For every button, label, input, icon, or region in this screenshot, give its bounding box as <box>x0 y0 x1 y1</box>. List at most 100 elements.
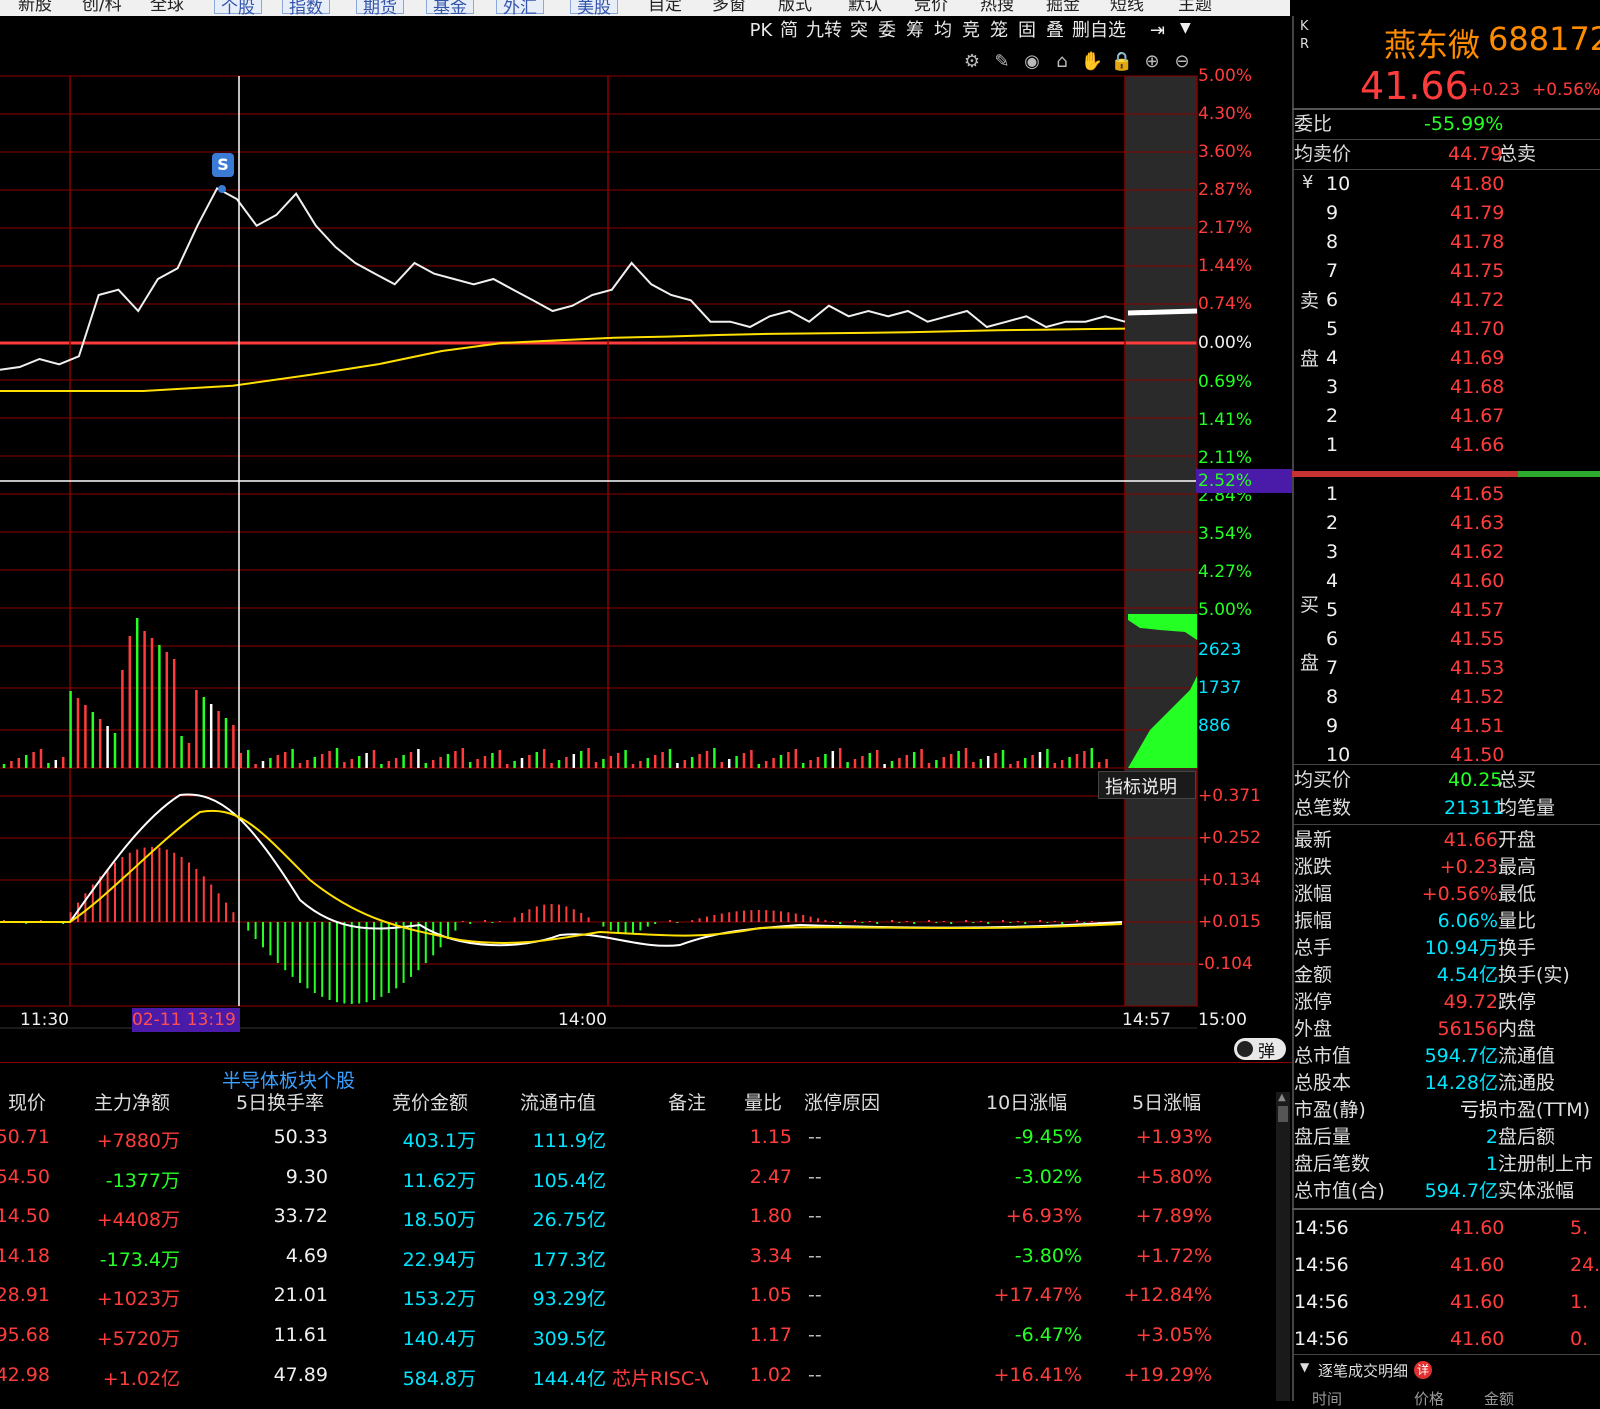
axis-label: 3.60% <box>1198 142 1253 162</box>
ask-price[interactable]: 41.70 <box>1450 318 1505 340</box>
nav-item[interactable]: 个股 <box>214 0 262 16</box>
nav-item[interactable]: 自定 <box>648 0 682 15</box>
table-cell: 54.50 <box>0 1165 50 1188</box>
column-header[interactable]: 5日换手率 <box>236 1092 325 1114</box>
table-cell: 95.68 <box>0 1324 50 1346</box>
nav-item[interactable]: 默认 <box>848 0 882 15</box>
nav-item[interactable]: 掘金 <box>1046 0 1080 15</box>
bid-level: 8 <box>1326 686 1339 708</box>
volume-axis-label: 1737 <box>1198 678 1242 698</box>
toolbar-button[interactable]: 委 <box>878 20 896 41</box>
toolbar-button[interactable]: 叠 <box>1046 20 1064 41</box>
nav-item[interactable]: 全球 <box>150 0 184 15</box>
basket-icon[interactable]: ⌂ <box>1056 51 1068 72</box>
nav-item[interactable]: 版式 <box>778 0 812 15</box>
nav-item[interactable]: 美股 <box>570 0 618 16</box>
table-cell: -3.02% <box>1014 1165 1082 1188</box>
eye-icon[interactable]: ◉ <box>1024 51 1040 72</box>
ask-price[interactable]: 41.75 <box>1450 260 1505 282</box>
toolbar-button[interactable]: 固 <box>1018 20 1036 41</box>
column-header[interactable]: 5日涨幅 <box>1132 1092 1202 1114</box>
ask-price[interactable]: 41.78 <box>1450 231 1505 253</box>
toolbar-dropdown-icon[interactable]: ▼ <box>1180 20 1191 36</box>
ask-level: 9 <box>1326 202 1339 224</box>
bid-price[interactable]: 41.51 <box>1450 715 1505 737</box>
popup-toggle[interactable]: 弹 <box>1234 1038 1286 1062</box>
indicator-help-label: 指标说明 <box>1105 777 1177 798</box>
ask-price[interactable]: 41.66 <box>1450 434 1505 456</box>
bid-price[interactable]: 41.57 <box>1450 599 1505 621</box>
stat-value: 56156 <box>1437 1018 1498 1040</box>
bid-price[interactable]: 41.55 <box>1450 628 1505 650</box>
zoom-in-icon[interactable]: ⊕ <box>1144 51 1160 72</box>
ask-price[interactable]: 41.69 <box>1450 347 1505 369</box>
bid-price[interactable]: 41.60 <box>1450 570 1505 592</box>
toolbar-button[interactable]: 简 <box>780 20 798 41</box>
bid-price[interactable]: 41.53 <box>1450 657 1505 679</box>
collapse-icon[interactable]: ▼ <box>1300 1360 1310 1374</box>
nav-item[interactable]: 短线 <box>1110 0 1144 15</box>
axis-label: 1.44% <box>1198 256 1253 276</box>
table-cell: 1.15 <box>749 1126 792 1148</box>
toolbar-button[interactable]: 筹 <box>906 20 924 41</box>
column-header[interactable]: 涨停原因 <box>804 1092 881 1114</box>
toolbar-arrow-icon[interactable]: ⇥ <box>1150 20 1166 41</box>
stat-label: 金额 <box>1294 964 1333 986</box>
zoom-out-icon[interactable]: ⊖ <box>1174 51 1190 72</box>
detail-badge[interactable]: 详 <box>1414 1361 1432 1379</box>
lock-icon[interactable]: 🔒 <box>1110 51 1134 72</box>
hand-icon[interactable]: ✋ <box>1080 51 1104 72</box>
scroll-thumb[interactable] <box>1278 1106 1288 1122</box>
time-label-1130: 11:30 <box>20 1010 69 1030</box>
pen-icon[interactable]: ✎ <box>994 51 1010 72</box>
stat-value: +0.23 <box>1439 856 1498 878</box>
nav-item[interactable]: 竞价 <box>914 0 948 15</box>
table-cell: 309.5亿 <box>532 1328 606 1350</box>
signal-badge[interactable]: S <box>212 153 234 177</box>
nav-item[interactable]: 多窗 <box>712 0 746 15</box>
tick-detail-header[interactable]: ▼ 逐笔成交明细 详 <box>1292 1356 1600 1386</box>
auction-imbalance <box>1128 614 1197 640</box>
column-header[interactable]: 10日涨幅 <box>986 1092 1068 1114</box>
toolbar-button[interactable]: 均 <box>934 20 952 41</box>
toolbar-button[interactable]: PK <box>749 20 773 41</box>
column-header[interactable]: 流通市值 <box>520 1092 597 1114</box>
toolbar-button[interactable]: 九转 <box>806 20 842 41</box>
time-label-1500: 15:00 <box>1198 1010 1247 1030</box>
sector-title[interactable]: 半导体板块个股 <box>222 1070 356 1092</box>
nav-item[interactable]: 外汇 <box>496 0 544 16</box>
bid-price[interactable]: 41.65 <box>1450 483 1505 505</box>
ask-price[interactable]: 41.72 <box>1450 289 1505 311</box>
scroll-up-icon[interactable]: ▲ <box>1278 1092 1286 1103</box>
toolbar-button[interactable]: 删自选 <box>1072 20 1126 41</box>
bid-price[interactable]: 41.63 <box>1450 512 1505 534</box>
settings-icon[interactable]: ⚙ <box>963 51 981 72</box>
nav-item[interactable]: 指数 <box>282 0 330 16</box>
nav-item[interactable]: 新股 <box>18 0 52 15</box>
intraday-chart[interactable] <box>0 45 1292 1065</box>
toolbar-button[interactable]: 笼 <box>990 20 1008 41</box>
nav-item[interactable]: 热搜 <box>980 0 1014 15</box>
toolbar-button[interactable]: 竞 <box>962 20 980 41</box>
indicator-help-button[interactable]: 指标说明 <box>1098 771 1196 799</box>
ask-price[interactable]: 41.68 <box>1450 376 1505 398</box>
bid-price[interactable]: 41.50 <box>1450 744 1505 766</box>
toolbar-button[interactable]: 突 <box>850 20 868 41</box>
column-header[interactable]: 量比 <box>744 1092 783 1114</box>
table-cell: +6.93% <box>1005 1205 1082 1228</box>
column-header[interactable]: 主力净额 <box>94 1092 171 1114</box>
stat-label: 总手 <box>1294 937 1333 959</box>
nav-item[interactable]: 创/科 <box>82 0 122 15</box>
nav-item[interactable]: 主题 <box>1178 0 1212 15</box>
nav-item[interactable]: 基金 <box>426 0 474 16</box>
bid-price[interactable]: 41.52 <box>1450 686 1505 708</box>
bid-price[interactable]: 41.62 <box>1450 541 1505 563</box>
nav-item[interactable]: 期货 <box>356 0 404 16</box>
column-header[interactable]: 竞价金额 <box>392 1092 469 1114</box>
ask-price[interactable]: 41.67 <box>1450 405 1505 427</box>
table-scrollbar[interactable]: ▲ <box>1276 1092 1290 1401</box>
column-header[interactable]: 现价 <box>8 1092 47 1114</box>
ask-price[interactable]: 41.80 <box>1450 173 1505 195</box>
ask-price[interactable]: 41.79 <box>1450 202 1505 224</box>
column-header[interactable]: 备注 <box>668 1092 707 1114</box>
